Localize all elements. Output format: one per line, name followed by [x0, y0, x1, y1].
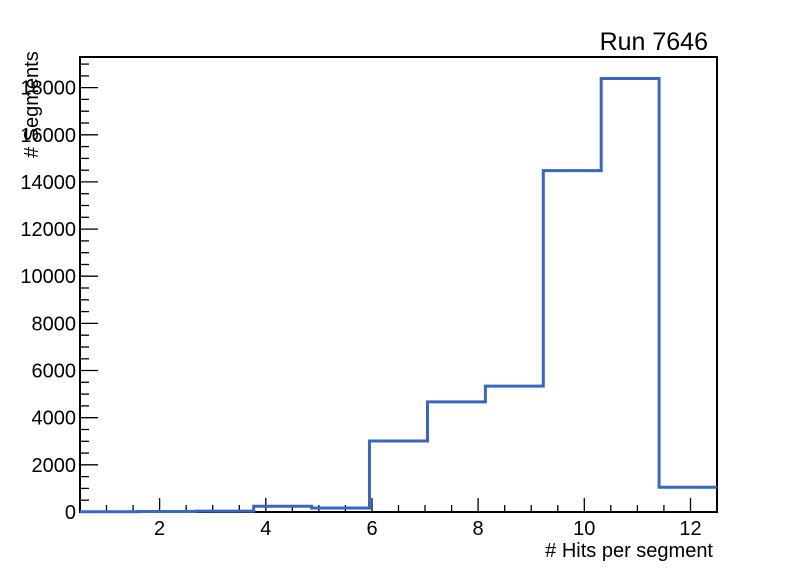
y-tick-label: 14000: [20, 172, 76, 194]
x-tick-label: 2: [154, 518, 165, 540]
y-tick-label: 18000: [20, 78, 76, 100]
x-tick-label: 10: [573, 518, 595, 540]
y-tick-label: 12000: [20, 219, 76, 241]
y-tick-label: 10000: [20, 266, 76, 288]
x-tick-label: 12: [679, 518, 701, 540]
y-axis-title: # Segments: [21, 51, 43, 158]
x-axis-title: # Hits per segment: [545, 540, 713, 562]
y-tick-label: 6000: [32, 361, 77, 383]
plot-layer: 2 4 6 8 10 12 0 2000 4000 6000 8000 10000 12000 14000…: [20, 56, 718, 540]
y-tick-label: 16000: [20, 125, 76, 147]
x-tick-label: 4: [260, 518, 271, 540]
y-tick-label: 0: [65, 502, 76, 524]
plot-frame: [79, 56, 718, 513]
chart-title: Run 7646: [600, 28, 708, 56]
x-tick-label: 6: [366, 518, 377, 540]
y-tick-label: 4000: [32, 408, 77, 430]
histogram-line: [80, 77, 717, 514]
y-tick-label: 2000: [32, 455, 77, 477]
x-tick-label: 8: [473, 518, 484, 540]
y-tick-label: 8000: [32, 313, 77, 335]
